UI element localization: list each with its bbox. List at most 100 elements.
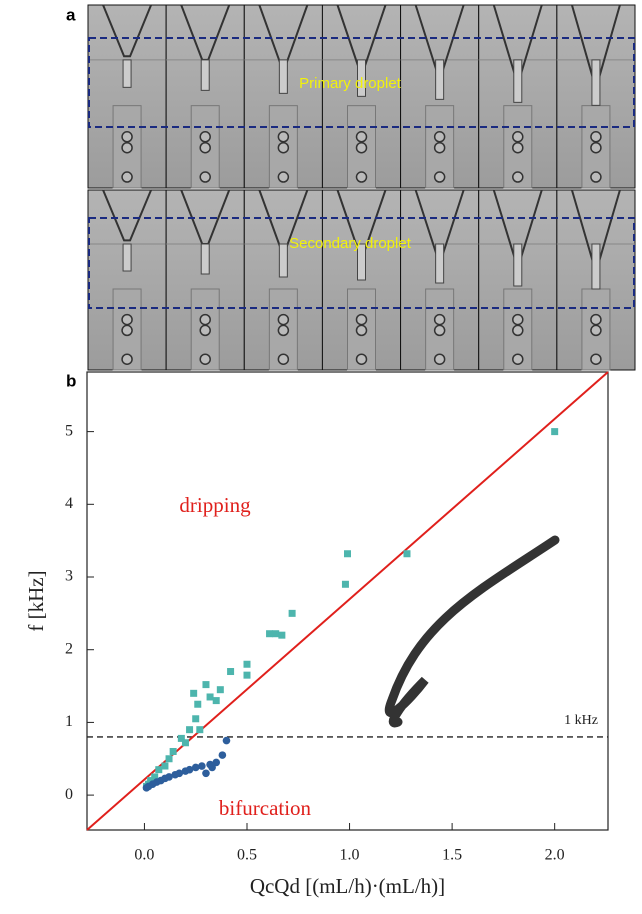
droplet (512, 171, 524, 183)
droplet (121, 141, 133, 154)
droplet (590, 171, 602, 183)
neck (278, 243, 288, 278)
data-point (341, 580, 349, 588)
droplet (590, 141, 602, 154)
neck (122, 243, 132, 272)
data-point (344, 550, 351, 558)
data-point (186, 726, 194, 734)
droplet (277, 353, 290, 365)
droplet (277, 171, 290, 183)
boundary-line (86, 371, 609, 831)
panel-a: Primary droplet Secondary droplet (87, 4, 636, 371)
droplet (512, 141, 524, 154)
data-point (169, 747, 177, 755)
region-label: Secondary droplet (289, 235, 412, 252)
x-tick-label: 2.0 (545, 847, 565, 864)
data-point (202, 681, 210, 689)
droplet (355, 171, 368, 183)
droplet (590, 131, 602, 143)
droplet (121, 324, 133, 337)
droplet (433, 353, 446, 365)
data-point (181, 739, 189, 747)
threshold-label: 1 kHz (564, 713, 598, 728)
droplet (433, 141, 446, 154)
droplet (355, 313, 368, 326)
data-point (142, 784, 151, 792)
data-point (198, 762, 206, 770)
region-label: Primary droplet (299, 75, 402, 92)
data-point (196, 726, 204, 734)
data-point (177, 734, 185, 742)
data-point (216, 686, 224, 694)
data-point (206, 693, 214, 701)
y-tick-label: 0 (65, 786, 73, 803)
data-point (208, 763, 216, 772)
data-point (165, 755, 173, 763)
data-point (243, 671, 251, 679)
data-point (288, 609, 296, 617)
x-tick-label: 0.5 (237, 847, 257, 864)
droplet (121, 171, 133, 183)
neck (513, 59, 523, 103)
droplet (199, 171, 211, 183)
nozzle (102, 4, 152, 58)
plot-frame (86, 371, 609, 831)
droplet (121, 313, 133, 326)
y-tick-label: 2 (65, 640, 73, 657)
y-tick-label: 3 (65, 568, 73, 585)
droplet (512, 324, 524, 337)
data-point (551, 428, 559, 436)
neck (435, 243, 445, 284)
neck (591, 243, 601, 290)
data-point (218, 751, 227, 759)
data-point (227, 668, 235, 676)
data-point (272, 630, 280, 638)
data-point (171, 770, 180, 779)
data-point (266, 630, 274, 638)
droplet (433, 171, 446, 183)
data-point (212, 697, 220, 705)
neck (200, 59, 210, 91)
neck (357, 243, 366, 281)
data-point (191, 763, 200, 772)
data-point (190, 689, 198, 697)
droplet (355, 353, 368, 365)
region-box (88, 217, 635, 309)
droplet (199, 353, 211, 365)
droplet (277, 313, 290, 326)
droplet (433, 313, 446, 326)
droplet (277, 324, 290, 337)
x-axis-label: QcQd [(mL/h)·(mL/h)] (250, 874, 445, 898)
neck (200, 243, 210, 275)
data-point (278, 631, 286, 639)
nozzle (102, 189, 152, 242)
droplet (277, 131, 290, 143)
y-axis-label: f [kHz] (24, 570, 48, 631)
droplet (199, 324, 211, 337)
region-annotation: bifurcation (219, 796, 312, 820)
droplet (199, 131, 211, 143)
neck (435, 59, 445, 100)
data-point (194, 700, 202, 708)
droplet (590, 353, 602, 365)
data-point (192, 715, 200, 723)
droplet (121, 353, 133, 365)
region-box (88, 37, 635, 128)
droplet (512, 313, 524, 326)
panel-label: b (66, 371, 76, 390)
sketch-curve (384, 535, 560, 728)
droplet (199, 313, 211, 326)
data-point (151, 773, 159, 781)
panel-label: a (66, 5, 76, 24)
x-tick-label: 1.5 (442, 847, 462, 864)
data-point (202, 769, 210, 778)
neck (591, 59, 601, 106)
neck (357, 59, 366, 97)
neck (122, 59, 132, 88)
data-point (147, 777, 155, 785)
droplet (355, 141, 368, 154)
droplet (590, 324, 602, 337)
region-annotation: dripping (179, 493, 251, 517)
data-point (155, 766, 163, 774)
